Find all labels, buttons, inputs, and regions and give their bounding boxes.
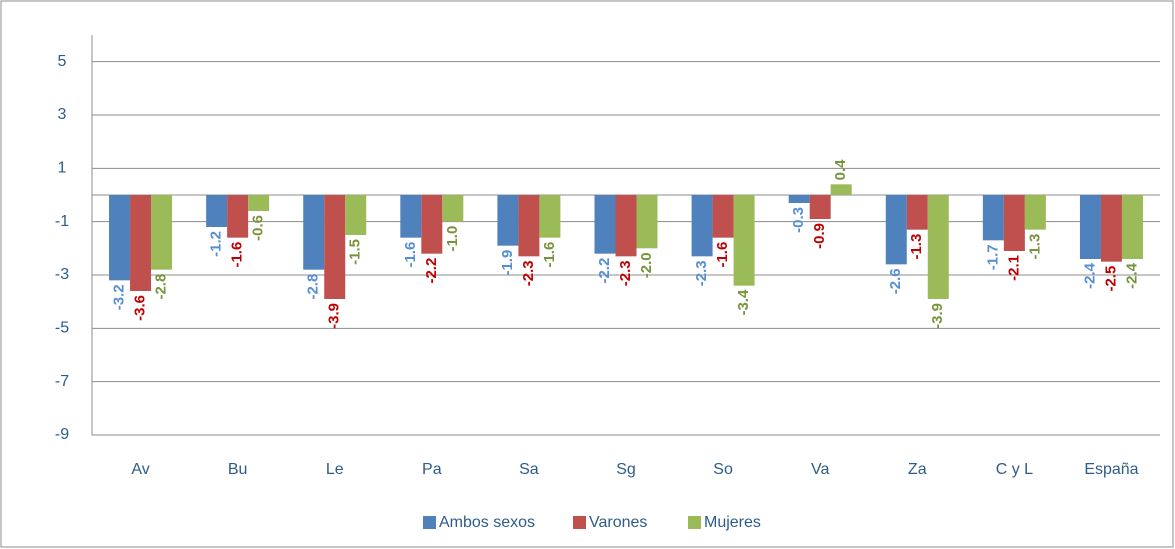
- bar: [303, 195, 325, 270]
- bar: [1121, 195, 1143, 259]
- value-label: -1.9: [499, 250, 516, 276]
- y-tick-label: -5: [55, 320, 69, 337]
- y-tick-label: 1: [58, 160, 67, 177]
- value-label: -2.2: [423, 258, 440, 284]
- legend-swatch: [423, 516, 436, 529]
- bar: [615, 195, 637, 257]
- bar: [518, 195, 540, 257]
- bar: [400, 195, 422, 238]
- value-label: -1.6: [229, 242, 246, 268]
- value-label: -2.3: [520, 260, 537, 286]
- x-tick-label: Av: [131, 461, 149, 478]
- value-label: -2.3: [693, 260, 710, 286]
- value-label: -2.2: [596, 258, 613, 284]
- y-tick-label: -7: [55, 373, 69, 390]
- bar: [733, 195, 755, 286]
- legend-swatch: [688, 516, 701, 529]
- value-label: -1.7: [984, 244, 1001, 270]
- value-label: -1.3: [1026, 234, 1043, 260]
- value-label: -3.9: [326, 303, 343, 329]
- bar: [324, 195, 346, 299]
- x-tick-label: Bu: [228, 461, 248, 478]
- value-label: -1.6: [541, 242, 558, 268]
- bar: [788, 195, 810, 203]
- bar: [151, 195, 173, 270]
- value-label: -1.0: [444, 226, 461, 252]
- x-tick-label: Za: [908, 461, 927, 478]
- value-label: -1.2: [208, 231, 225, 257]
- bar: [885, 195, 907, 265]
- bar: [594, 195, 616, 254]
- bar: [712, 195, 734, 238]
- legend-label: Mujeres: [704, 514, 761, 531]
- legend-label: Ambos sexos: [439, 514, 535, 531]
- value-label: -1.6: [714, 242, 731, 268]
- legend-swatch: [573, 516, 586, 529]
- value-label: -3.2: [111, 284, 128, 310]
- value-label: -2.4: [1123, 262, 1140, 289]
- x-tick-label: Sg: [616, 461, 636, 478]
- bar: [130, 195, 152, 291]
- value-label: -2.6: [887, 268, 904, 294]
- bar: [636, 195, 658, 249]
- bar: [497, 195, 519, 246]
- bar: [539, 195, 561, 238]
- x-tick-label: España: [1084, 461, 1138, 478]
- bar: [830, 184, 852, 195]
- bar: [1100, 195, 1122, 262]
- bar: [927, 195, 949, 299]
- y-tick-label: 5: [58, 53, 67, 70]
- bar: [206, 195, 228, 227]
- x-tick-label: Va: [811, 461, 829, 478]
- bar: [691, 195, 713, 257]
- value-label: -2.4: [1081, 262, 1098, 289]
- value-label: -2.5: [1102, 266, 1119, 292]
- bar: [421, 195, 443, 254]
- bar: [809, 195, 831, 219]
- bar: [109, 195, 131, 281]
- value-label: -2.8: [153, 274, 170, 300]
- value-label: -3.4: [735, 289, 752, 316]
- value-label: -2.0: [638, 252, 655, 278]
- bar: [1003, 195, 1025, 251]
- value-label: -1.6: [402, 242, 419, 268]
- x-tick-label: Le: [326, 461, 344, 478]
- value-label: -0.6: [250, 215, 267, 241]
- value-label: -2.3: [617, 260, 634, 286]
- x-tick-label: Sa: [519, 461, 539, 478]
- bar: [227, 195, 249, 238]
- y-tick-label: -3: [55, 266, 69, 283]
- bar: [1079, 195, 1101, 259]
- value-label: -0.9: [811, 223, 828, 249]
- value-label: 0.4: [832, 159, 849, 181]
- bar: [982, 195, 1004, 241]
- value-label: -1.5: [347, 239, 364, 265]
- bar: [248, 195, 270, 211]
- x-tick-label: C y L: [996, 461, 1033, 478]
- y-tick-label: -1: [55, 213, 69, 230]
- x-tick-label: So: [713, 461, 733, 478]
- bar: [1024, 195, 1046, 230]
- x-tick-label: Pa: [422, 461, 442, 478]
- bar: [906, 195, 928, 230]
- bar: [442, 195, 464, 222]
- value-label: -3.6: [132, 295, 149, 321]
- y-tick-label: -9: [55, 426, 69, 443]
- bar: [345, 195, 367, 235]
- value-label: -3.9: [929, 303, 946, 329]
- legend-label: Varones: [589, 514, 647, 531]
- y-tick-label: 3: [58, 106, 67, 123]
- value-label: -0.3: [790, 207, 807, 233]
- value-label: -2.8: [305, 274, 322, 300]
- value-label: -2.1: [1005, 255, 1022, 281]
- value-label: -1.3: [908, 234, 925, 260]
